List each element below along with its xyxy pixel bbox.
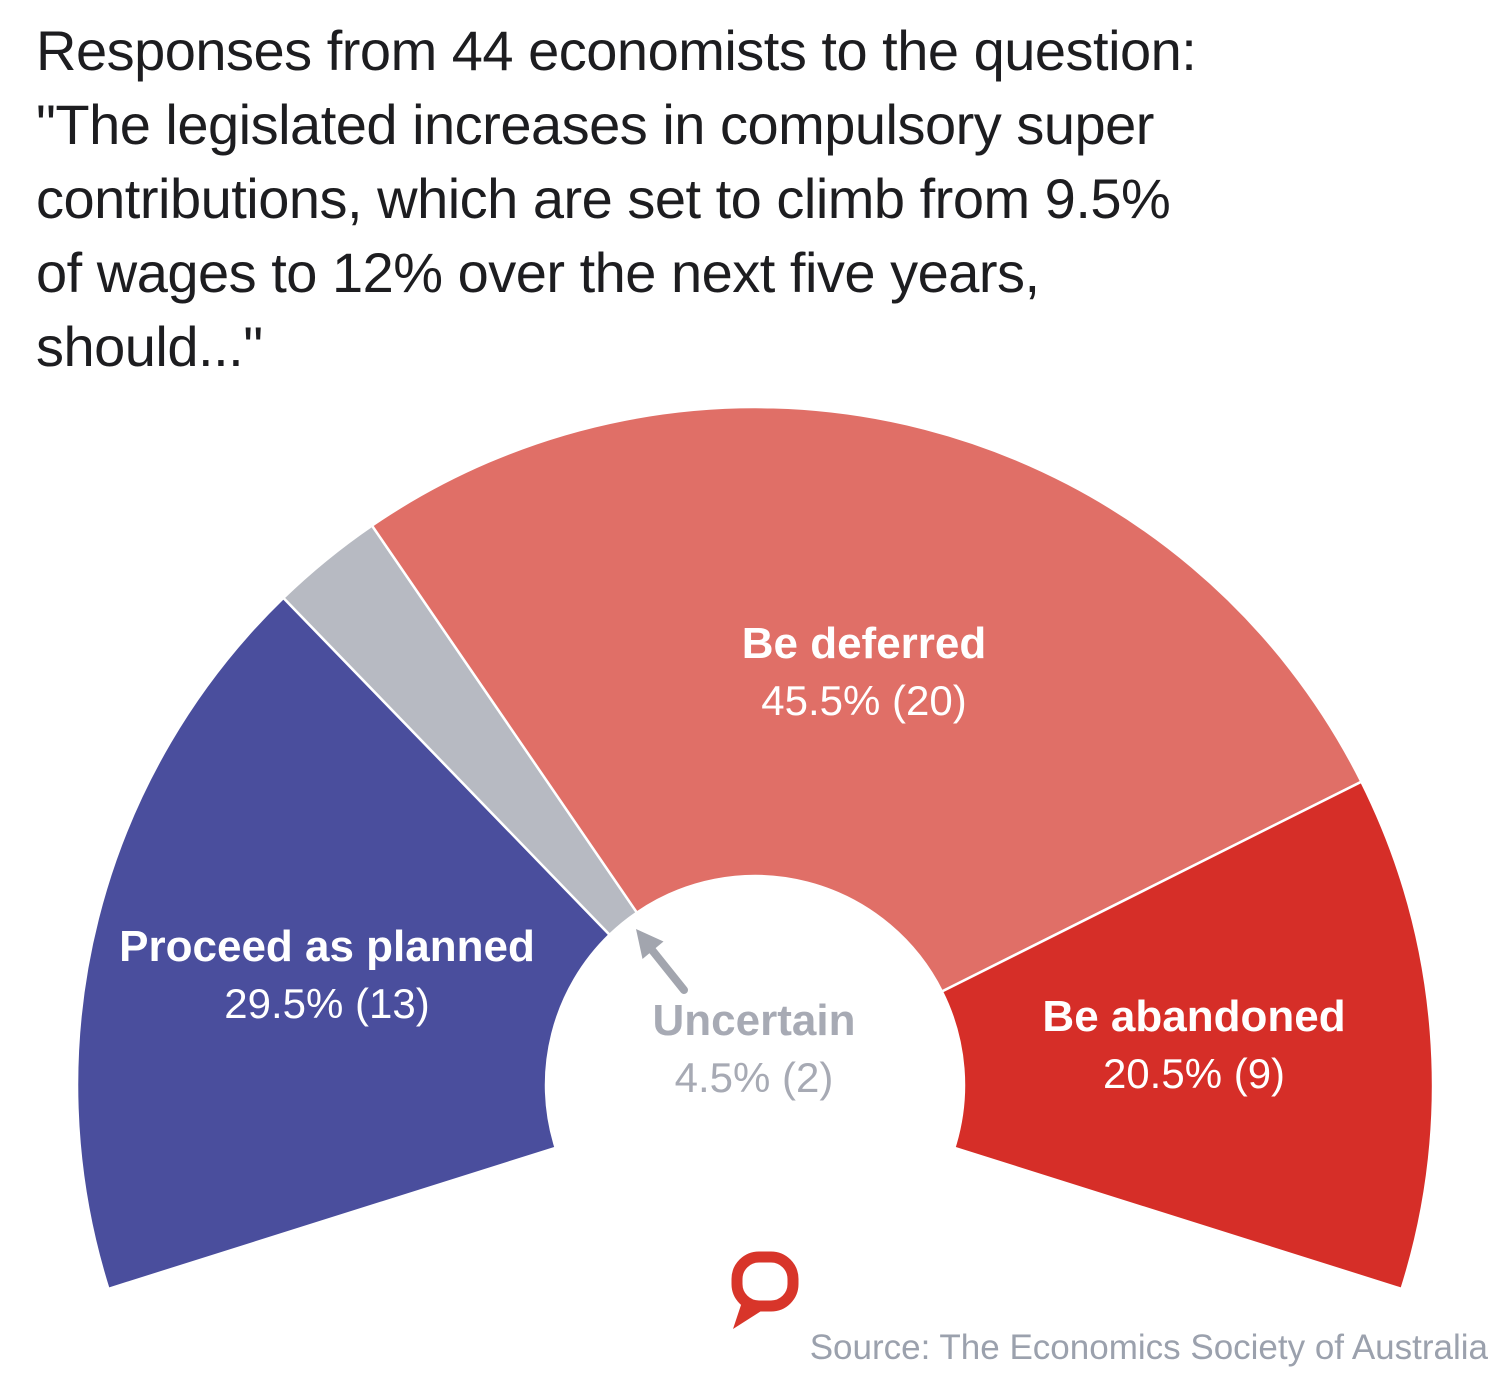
segment-value: 4.5% (2): [674, 1054, 834, 1101]
segment-label-uncertain: Uncertain 4.5% (2): [653, 996, 856, 1102]
segment-value: 20.5% (9): [1102, 1050, 1286, 1097]
chart-title: Responses from 44 economists to the ques…: [36, 19, 1197, 378]
gauge-segments: [75, 405, 1435, 1291]
gauge-segment-2: [370, 405, 1364, 994]
gauge-segment-0: [75, 596, 612, 1291]
segment-label-be-deferred: Be deferred 45.5% (20): [742, 619, 987, 725]
segment-name: Proceed as planned: [119, 922, 535, 971]
segment-value: 29.5% (13): [224, 980, 430, 1027]
segment-name: Be abandoned: [1042, 992, 1346, 1041]
segment-name: Uncertain: [652, 996, 856, 1045]
segment-name: Be deferred: [741, 619, 987, 668]
the-conversation-logo: [731, 1251, 799, 1329]
segment-label-be-abandoned: Be abandoned 20.5% (9): [1042, 992, 1345, 1098]
source-attribution: Source: The Economics Society of Austral…: [809, 1328, 1488, 1367]
uncertain-arrow-icon: [636, 929, 688, 994]
gauge-segment-3: [940, 780, 1435, 1291]
segment-label-proceed-as-planned: Proceed as planned 29.5% (13): [119, 922, 535, 1028]
segment-value: 45.5% (20): [761, 677, 967, 724]
